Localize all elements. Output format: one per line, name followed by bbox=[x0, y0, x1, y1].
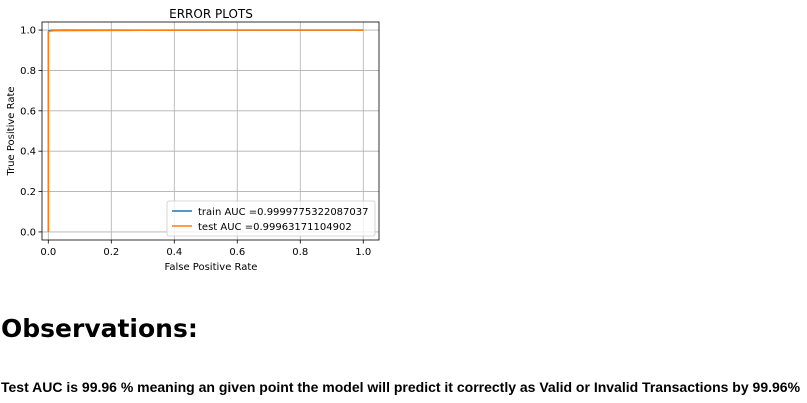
chart-title: ERROR PLOTS bbox=[169, 7, 253, 21]
series-lines bbox=[47, 29, 364, 232]
observations-text: Test AUC is 99.96 % meaning an given poi… bbox=[1, 379, 801, 395]
y-axis-label: True Positive Rate bbox=[6, 86, 17, 176]
y-tick-label: 0.2 bbox=[20, 187, 36, 198]
legend-label-train: train AUC =0.9999775322087037 bbox=[198, 207, 369, 218]
legend-box bbox=[166, 200, 376, 237]
x-tick-label: 0.0 bbox=[40, 247, 56, 258]
plot-area bbox=[41, 21, 380, 241]
x-tick-label: 0.2 bbox=[103, 247, 119, 258]
x-tick-label: 0.8 bbox=[292, 247, 308, 258]
y-tick-label: 0.6 bbox=[20, 106, 36, 117]
y-tick-label: 1.0 bbox=[20, 26, 36, 37]
legend-label-test: test AUC =0.99963171104902 bbox=[198, 222, 352, 233]
axis-ticks: 0.0 0.2 0.4 0.6 0.8 1.0 0.0 0.2 0.4 0.6 0.8 1.0 bbox=[20, 26, 371, 258]
y-tick-label: 0.8 bbox=[20, 66, 36, 77]
x-tick-label: 0.6 bbox=[229, 247, 245, 258]
observations-heading: Observations: bbox=[1, 314, 198, 343]
y-tick-label: 0.4 bbox=[20, 147, 36, 158]
roc-chart: ERROR PLOTS 0.0 0.2 0.4 0.6 0.8 1.00.00.20.40… bbox=[6, 7, 380, 273]
x-axis-label: False Positive Rate bbox=[165, 262, 258, 273]
x-tick-label: 1.0 bbox=[355, 247, 371, 258]
test-roc-line bbox=[47, 29, 364, 232]
x-tick-label: 0.4 bbox=[166, 247, 182, 258]
chart-legend: train AUC =0.9999775322087037 test AUC =… bbox=[166, 200, 376, 237]
y-tick-label: 0.0 bbox=[20, 227, 36, 238]
